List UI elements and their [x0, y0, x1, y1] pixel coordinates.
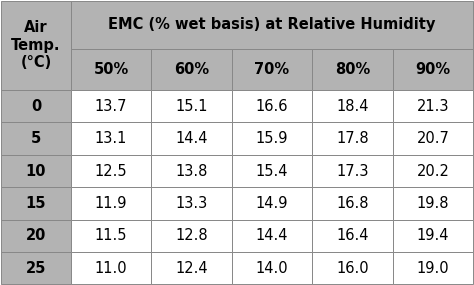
Text: 11.5: 11.5: [95, 228, 128, 243]
Text: 14.4: 14.4: [255, 228, 288, 243]
Text: 5: 5: [31, 131, 41, 146]
Bar: [232, 155, 312, 187]
Text: 16.6: 16.6: [255, 99, 288, 114]
Text: 20: 20: [26, 228, 46, 243]
Text: 21.3: 21.3: [417, 99, 449, 114]
Text: 13.3: 13.3: [175, 196, 208, 211]
Text: 15.1: 15.1: [175, 99, 208, 114]
Text: 80%: 80%: [335, 62, 370, 77]
Bar: [1, 252, 71, 284]
Text: 15.4: 15.4: [255, 164, 288, 178]
Bar: [312, 187, 392, 220]
Text: 20.2: 20.2: [416, 164, 449, 178]
Text: 15.9: 15.9: [255, 131, 288, 146]
Text: 12.8: 12.8: [175, 228, 208, 243]
Bar: [392, 220, 473, 252]
Bar: [232, 90, 312, 122]
Text: 11.0: 11.0: [95, 261, 128, 276]
Text: Air
Temp.
(°C): Air Temp. (°C): [11, 21, 61, 70]
Bar: [232, 122, 312, 155]
Text: 16.0: 16.0: [336, 261, 369, 276]
Bar: [71, 1, 473, 49]
Text: 14.0: 14.0: [255, 261, 288, 276]
Bar: [1, 220, 71, 252]
Text: 14.9: 14.9: [255, 196, 288, 211]
Text: EMC (% wet basis) at Relative Humidity: EMC (% wet basis) at Relative Humidity: [108, 17, 436, 32]
Text: 70%: 70%: [255, 62, 290, 77]
Bar: [1, 90, 71, 122]
Bar: [71, 49, 151, 90]
Bar: [392, 122, 473, 155]
Text: 11.9: 11.9: [95, 196, 128, 211]
Bar: [151, 49, 232, 90]
Bar: [392, 155, 473, 187]
Bar: [232, 49, 312, 90]
Bar: [232, 220, 312, 252]
Bar: [71, 90, 151, 122]
Text: 50%: 50%: [93, 62, 128, 77]
Bar: [392, 90, 473, 122]
Bar: [151, 90, 232, 122]
Text: 17.8: 17.8: [336, 131, 369, 146]
Bar: [1, 155, 71, 187]
Bar: [71, 155, 151, 187]
Bar: [151, 155, 232, 187]
Bar: [312, 220, 392, 252]
Text: 90%: 90%: [415, 62, 450, 77]
Text: 12.5: 12.5: [95, 164, 128, 178]
Bar: [71, 187, 151, 220]
Bar: [392, 49, 473, 90]
Bar: [1, 187, 71, 220]
Bar: [71, 122, 151, 155]
Text: 0: 0: [31, 99, 41, 114]
Text: 60%: 60%: [174, 62, 209, 77]
Text: 18.4: 18.4: [336, 99, 369, 114]
Bar: [151, 187, 232, 220]
Bar: [1, 122, 71, 155]
Bar: [151, 122, 232, 155]
Text: 16.4: 16.4: [336, 228, 369, 243]
Text: 16.8: 16.8: [336, 196, 369, 211]
Bar: [232, 252, 312, 284]
Bar: [71, 220, 151, 252]
Text: 20.7: 20.7: [416, 131, 449, 146]
Bar: [151, 220, 232, 252]
Text: 15: 15: [26, 196, 46, 211]
Bar: [312, 90, 392, 122]
Text: 19.4: 19.4: [417, 228, 449, 243]
Bar: [392, 252, 473, 284]
Text: 19.0: 19.0: [417, 261, 449, 276]
Bar: [232, 187, 312, 220]
Bar: [312, 252, 392, 284]
Text: 17.3: 17.3: [336, 164, 369, 178]
Bar: [312, 122, 392, 155]
Text: 13.8: 13.8: [175, 164, 208, 178]
Text: 13.1: 13.1: [95, 131, 127, 146]
Text: 10: 10: [26, 164, 46, 178]
Bar: [1, 1, 71, 90]
Text: 25: 25: [26, 261, 46, 276]
Bar: [71, 252, 151, 284]
Bar: [392, 187, 473, 220]
Text: 14.4: 14.4: [175, 131, 208, 146]
Text: 12.4: 12.4: [175, 261, 208, 276]
Text: 19.8: 19.8: [417, 196, 449, 211]
Bar: [151, 252, 232, 284]
Bar: [312, 49, 392, 90]
Text: 13.7: 13.7: [95, 99, 128, 114]
Bar: [312, 155, 392, 187]
